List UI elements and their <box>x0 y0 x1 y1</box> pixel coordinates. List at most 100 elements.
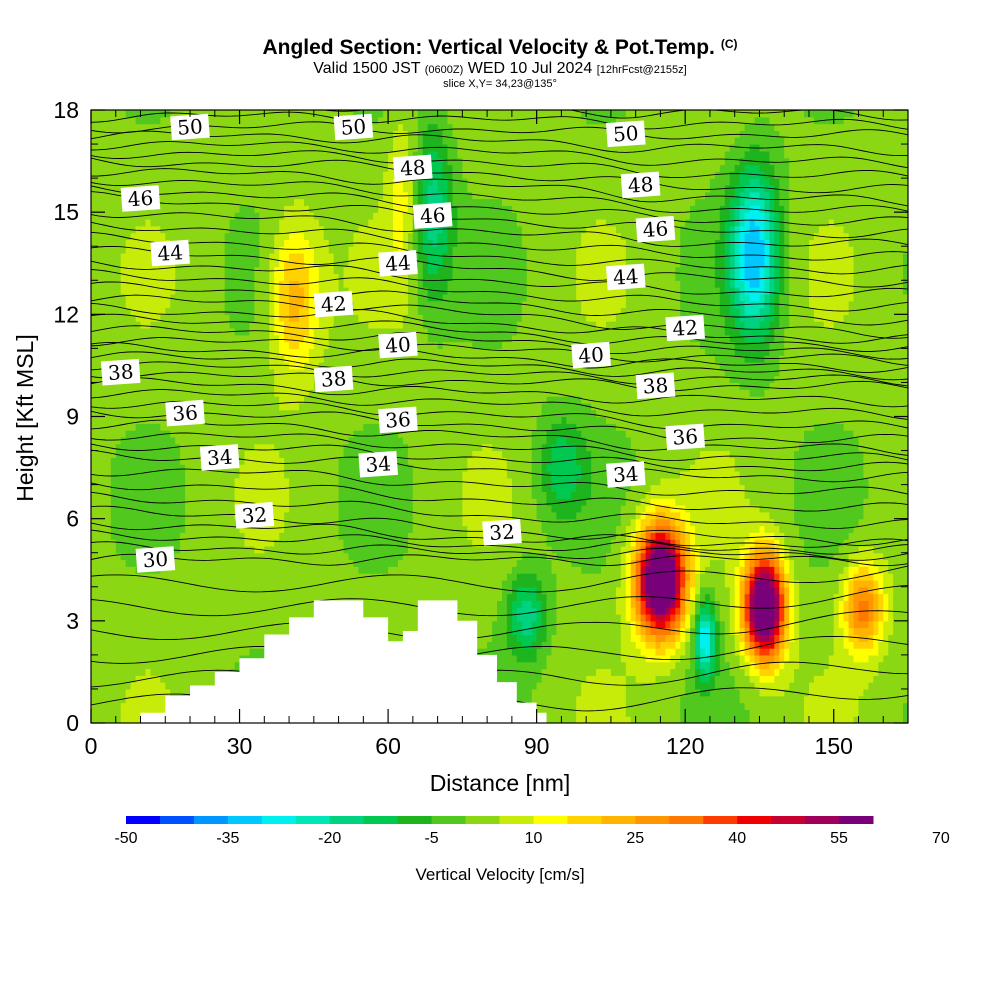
velocity-cell <box>640 661 647 670</box>
velocity-cell <box>432 525 439 533</box>
velocity-cell <box>289 586 295 595</box>
velocity-cell <box>284 518 290 527</box>
velocity-cell <box>650 675 657 683</box>
velocity-cell <box>130 716 137 723</box>
velocity-cell <box>432 566 439 574</box>
velocity-cell <box>680 566 686 574</box>
velocity-cell <box>398 539 404 547</box>
velocity-cell <box>685 675 691 683</box>
velocity-cell <box>110 661 117 670</box>
velocity-cell <box>195 580 201 588</box>
velocity-cell <box>482 648 488 656</box>
velocity-cell <box>729 682 736 690</box>
velocity-cell <box>818 559 825 567</box>
velocity-cell <box>848 620 855 629</box>
velocity-cell <box>447 545 454 554</box>
velocity-cell <box>754 559 761 567</box>
velocity-cell <box>838 695 845 704</box>
velocity-cell <box>571 668 577 676</box>
velocity-cell <box>898 641 904 649</box>
velocity-cell <box>487 580 493 588</box>
velocity-cell <box>640 688 647 697</box>
velocity-cell <box>620 518 627 527</box>
velocity-cell <box>185 593 191 601</box>
velocity-cell <box>625 545 632 554</box>
velocity-cell <box>155 695 161 704</box>
velocity-cell <box>903 702 908 710</box>
velocity-cell <box>195 675 201 683</box>
velocity-cell <box>135 695 142 704</box>
velocity-cell <box>615 573 622 581</box>
velocity-cell <box>531 634 538 642</box>
velocity-cell <box>576 607 582 615</box>
velocity-cell <box>809 518 815 527</box>
velocity-cell <box>858 559 865 567</box>
velocity-cell <box>388 545 394 554</box>
velocity-cell <box>586 682 592 690</box>
velocity-cell <box>279 614 285 622</box>
velocity-cell <box>848 600 855 608</box>
velocity-cell <box>388 573 394 581</box>
velocity-cell <box>497 675 503 683</box>
velocity-cell <box>422 566 429 574</box>
velocity-cell <box>680 695 686 704</box>
velocity-cell <box>254 648 260 656</box>
velocity-cell <box>175 586 181 595</box>
velocity-cell <box>219 634 226 642</box>
velocity-cell <box>754 668 761 676</box>
velocity-cell <box>724 614 731 622</box>
velocity-cell <box>843 586 850 595</box>
velocity-cell <box>586 716 592 723</box>
velocity-cell <box>91 682 97 690</box>
velocity-cell <box>640 518 647 527</box>
velocity-cell <box>254 614 260 622</box>
velocity-cell <box>576 709 582 717</box>
velocity-cell <box>823 716 830 723</box>
velocity-cell <box>843 627 850 635</box>
velocity-cell <box>625 682 632 690</box>
velocity-cell <box>526 559 533 567</box>
velocity-cell <box>254 525 260 533</box>
velocity-cell <box>660 627 666 635</box>
velocity-cell <box>407 566 414 574</box>
velocity-cell <box>492 634 498 642</box>
velocity-cell <box>115 634 122 642</box>
velocity-cell <box>487 607 493 615</box>
velocity-cell <box>487 634 493 642</box>
velocity-cell <box>195 566 201 574</box>
velocity-cell <box>779 525 785 533</box>
velocity-cell <box>571 593 577 601</box>
velocity-cell <box>358 580 364 588</box>
velocity-cell <box>170 675 176 683</box>
velocity-cell <box>195 607 201 615</box>
velocity-cell <box>596 661 602 670</box>
velocity-cell <box>690 552 696 561</box>
velocity-cell <box>606 525 612 533</box>
velocity-cell <box>378 545 384 554</box>
velocity-cell <box>754 620 761 629</box>
velocity-cell <box>898 545 904 554</box>
velocity-cell <box>378 573 384 581</box>
velocity-cell <box>695 552 701 561</box>
velocity-cell <box>898 627 904 635</box>
velocity-cell <box>873 627 879 635</box>
velocity-cell <box>299 593 305 601</box>
velocity-cell <box>818 641 825 649</box>
velocity-cell <box>749 634 756 642</box>
velocity-cell <box>412 518 419 527</box>
velocity-cell <box>91 607 97 615</box>
velocity-cell <box>823 566 830 574</box>
velocity-cell <box>784 648 790 656</box>
velocity-cell <box>818 648 825 656</box>
velocity-cell <box>100 545 107 554</box>
velocity-cell <box>813 580 820 588</box>
velocity-cell <box>234 545 241 554</box>
velocity-cell <box>541 634 548 642</box>
velocity-cell <box>818 600 825 608</box>
velocity-cell <box>675 695 681 704</box>
velocity-cell <box>229 614 236 622</box>
velocity-cell <box>526 648 533 656</box>
velocity-cell <box>308 607 315 615</box>
velocity-cell <box>229 661 236 670</box>
velocity-cell <box>561 600 567 608</box>
